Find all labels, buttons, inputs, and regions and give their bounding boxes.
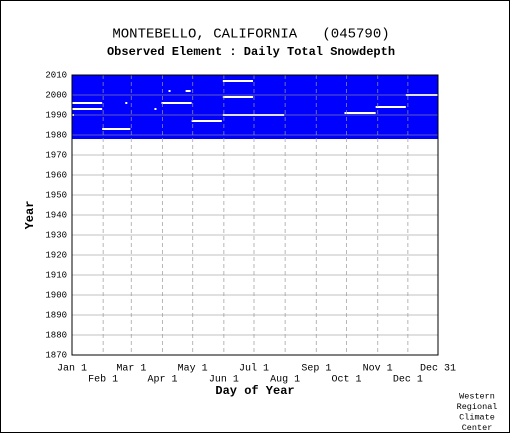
x-tick-label: Apr 1 — [147, 375, 177, 386]
missing-segment — [72, 102, 103, 104]
missing-segment — [102, 128, 131, 130]
missing-segment — [344, 112, 376, 114]
plot-border — [71, 74, 439, 356]
y-tick-label: 1950 — [45, 190, 67, 200]
missing-segment — [168, 90, 171, 92]
missing-segment — [222, 80, 253, 82]
y-tick-label: 1910 — [45, 270, 67, 280]
missing-segment — [191, 120, 222, 122]
x-tick-label: Jun 1 — [209, 375, 239, 386]
x-tick-label: Sep 1 — [301, 364, 331, 375]
y-tick-label: 1890 — [45, 310, 67, 320]
missing-segment — [154, 108, 157, 110]
y-tick-label: 2010 — [45, 70, 67, 80]
y-tick-label: 1920 — [45, 250, 67, 260]
x-tick-label: May 1 — [178, 364, 208, 375]
x-tick-label: Feb 1 — [88, 374, 118, 386]
y-tick-label: 1980 — [45, 130, 67, 140]
missing-segment — [161, 102, 192, 104]
missing-segment — [72, 108, 103, 110]
x-tick-label: Jan 1 — [57, 364, 87, 375]
x-axis-label: Day of Year — [215, 384, 294, 398]
missing-segment — [185, 90, 191, 92]
credit-line: Climate — [459, 412, 495, 422]
missing-segment — [375, 106, 406, 108]
missing-segment — [222, 96, 253, 98]
y-tick-label: 1970 — [45, 150, 67, 160]
credit-line: Regional — [457, 402, 498, 412]
credit-line: Center — [462, 423, 493, 433]
y-tick-label: 1900 — [45, 290, 67, 300]
missing-segment — [125, 102, 128, 104]
credit-line: Western — [459, 391, 495, 401]
y-tick-label: 1960 — [45, 170, 67, 180]
y-axis-label: Year — [23, 201, 37, 230]
x-tick-label: Oct 1 — [331, 375, 361, 386]
x-tick-label: Dec 31 — [420, 364, 456, 375]
x-tick-label: Jul 1 — [239, 363, 269, 375]
y-tick-label: 1870 — [45, 350, 67, 360]
y-tick-label: 1990 — [45, 110, 67, 120]
chart-title: MONTEBELLO, CALIFORNIA (045790) — [112, 27, 389, 43]
x-tick-label: Aug 1 — [270, 375, 300, 386]
y-tick-label: 1880 — [45, 330, 67, 340]
y-tick-label: 2000 — [45, 90, 67, 100]
x-tick-label: Nov 1 — [363, 364, 393, 375]
chart-subtitle: Observed Element : Daily Total Snowdepth — [107, 45, 395, 59]
y-tick-label: 1940 — [45, 210, 67, 220]
x-tick-label: Mar 1 — [116, 364, 146, 375]
y-tick-label: 1930 — [45, 230, 67, 240]
x-tick-label: Dec 1 — [393, 375, 423, 386]
